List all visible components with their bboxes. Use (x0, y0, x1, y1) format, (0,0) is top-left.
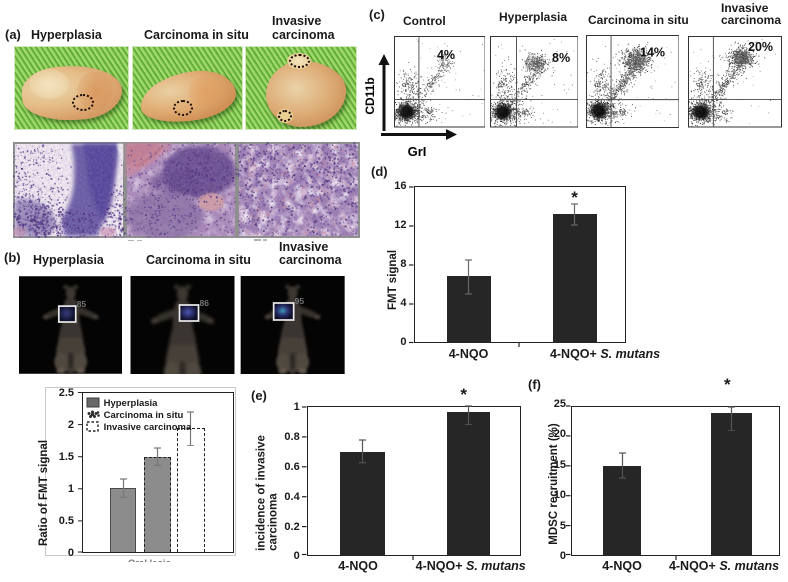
svg-text:Q2: Q2 (619, 80, 628, 89)
svg-text:14%: 14% (640, 45, 665, 59)
svg-text:85: 85 (76, 299, 86, 309)
svg-text:Q1: Q1 (695, 80, 704, 89)
svg-text:Q3: Q3 (694, 107, 703, 116)
svg-text:Q3: Q3 (400, 107, 409, 116)
svg-text:Q4: Q4 (720, 108, 729, 117)
svg-text:86: 86 (199, 298, 209, 308)
svg-text:Q2: Q2 (521, 80, 530, 89)
svg-text:Q1: Q1 (593, 80, 602, 89)
svg-text:Q2: Q2 (426, 80, 435, 89)
svg-text:Q4: Q4 (426, 108, 435, 117)
svg-text:Q4: Q4 (521, 108, 530, 117)
svg-text:Q2: Q2 (720, 80, 729, 89)
svg-text:95: 95 (294, 296, 304, 306)
svg-text:4%: 4% (437, 48, 455, 62)
svg-text:Q1: Q1 (401, 80, 410, 89)
svg-text:GrI: GrI (408, 144, 427, 159)
svg-text:Q4: Q4 (619, 108, 628, 117)
svg-text:Q3: Q3 (592, 107, 601, 116)
svg-text:Q1: Q1 (497, 80, 506, 89)
svg-text:Q3: Q3 (496, 107, 505, 116)
svg-text:8%: 8% (552, 51, 570, 65)
svg-text:CD11b: CD11b (363, 77, 377, 114)
svg-text:20%: 20% (748, 40, 773, 54)
